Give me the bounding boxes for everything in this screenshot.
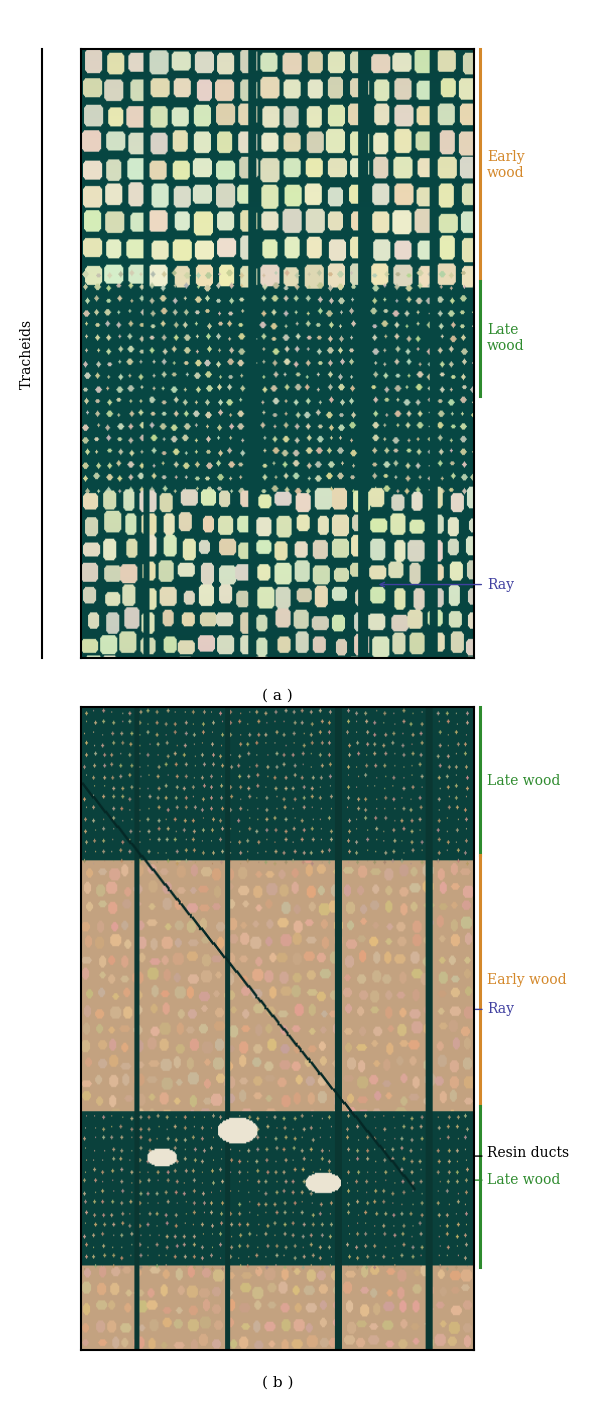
Text: Late
wood: Late wood	[487, 324, 525, 354]
Text: Tracheids: Tracheids	[20, 318, 34, 389]
Text: Late wood: Late wood	[487, 1174, 560, 1188]
Text: Ray: Ray	[487, 577, 514, 591]
Text: ( b ): ( b )	[262, 1376, 293, 1390]
Text: Late wood: Late wood	[487, 773, 560, 788]
Text: Early
wood: Early wood	[487, 150, 525, 180]
Text: Early wood: Early wood	[487, 973, 567, 987]
Text: ( a ): ( a )	[262, 689, 293, 703]
Text: Resin ducts: Resin ducts	[487, 1147, 569, 1161]
Text: Ray: Ray	[487, 1003, 514, 1017]
